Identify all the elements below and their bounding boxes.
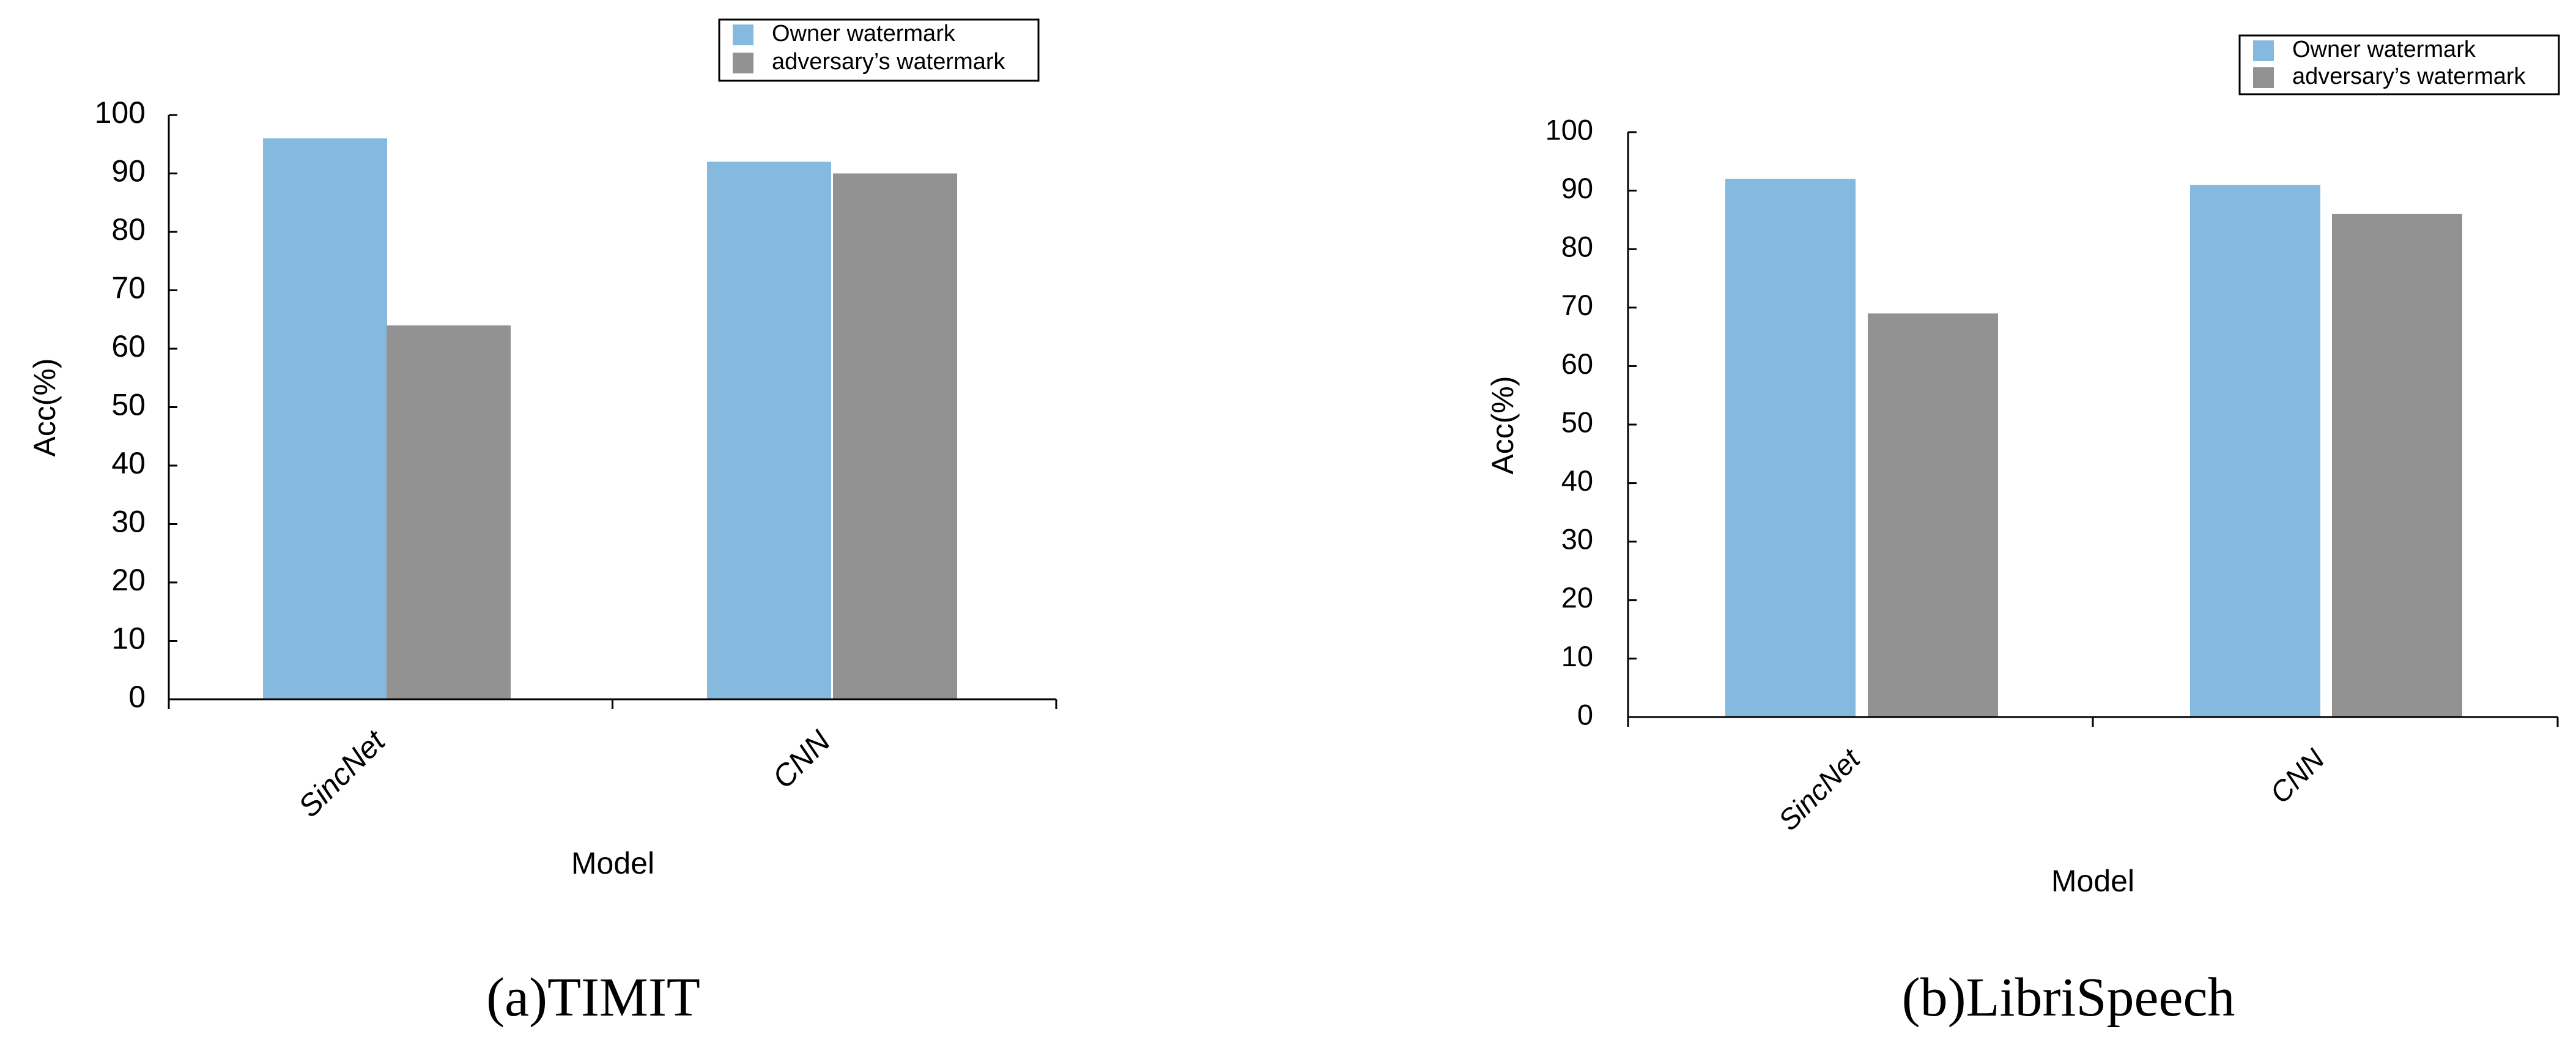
y-tick-label: 40: [1561, 464, 1593, 497]
legend-swatch-owner: [733, 24, 753, 45]
bar-sincnet-adversary: [1868, 313, 1998, 717]
y-tick-label: 100: [1545, 113, 1593, 146]
y-tick-label: 20: [111, 563, 146, 597]
y-axis-label: Acc(%): [28, 358, 62, 456]
x-tick-label-sincnet: SincNet: [292, 723, 393, 824]
y-tick-label: 60: [111, 329, 146, 363]
x-tick-label-sincnet: SincNet: [1772, 741, 1867, 836]
y-tick-label: 10: [1561, 640, 1593, 672]
bar-cnn-owner: [2190, 185, 2320, 717]
x-tick-label-cnn: CNN: [2263, 743, 2331, 810]
bar-sincnet-owner: [1725, 179, 1856, 718]
chart-timit: 0 10 20 30 40 50 60 70 80 90 100 SincNet CNN Acc(%) Mo…: [28, 18, 1057, 1028]
y-tick-label: 40: [111, 446, 146, 480]
y-tick-label: 30: [1561, 523, 1593, 556]
y-tick-label: 10: [111, 622, 146, 656]
bar-cnn-adversary: [2332, 214, 2462, 718]
y-tick-label: 30: [111, 505, 146, 539]
y-tick-label: 0: [128, 680, 146, 714]
legend-label-owner: Owner watermark: [2292, 37, 2476, 62]
legend-label-owner: Owner watermark: [772, 21, 956, 46]
y-tick-label: 90: [1561, 172, 1593, 204]
y-tick-label: 20: [1561, 581, 1593, 614]
legend-swatch-owner: [2253, 40, 2274, 61]
chart-caption: (b)LibriSpeech: [1902, 967, 2235, 1028]
legend-label-adversary: adversary’s watermark: [2292, 64, 2526, 89]
y-tick-label: 50: [1561, 406, 1593, 438]
bar-cnn-adversary: [833, 173, 957, 699]
y-tick-label: 70: [1561, 289, 1593, 321]
y-tick-label: 100: [95, 95, 146, 130]
legend-swatch-adversary: [733, 53, 753, 73]
chart-caption: (a)TIMIT: [486, 967, 700, 1028]
bar-sincnet-adversary: [387, 325, 511, 699]
y-tick-label: 60: [1561, 347, 1593, 380]
y-axis-label: Acc(%): [1486, 376, 1520, 474]
y-tick-label: 80: [111, 212, 146, 247]
x-tick-label-cnn: CNN: [766, 724, 837, 795]
legend-label-adversary: adversary’s watermark: [772, 49, 1006, 75]
y-tick-label: 70: [111, 271, 146, 305]
y-tick-label: 50: [111, 388, 146, 422]
y-tick-label: 80: [1561, 231, 1593, 263]
chart-librispeech: 0 10 20 30 40 50 60 70 80 90 100 SincNet CNN Acc(%) Mo…: [1486, 34, 2560, 1028]
legend: Owner watermark adversary’s watermark: [718, 18, 1040, 82]
legend-box: [718, 18, 1040, 82]
y-tick-label: 0: [1577, 698, 1593, 730]
x-axis-label: Model: [2051, 864, 2134, 898]
legend-box: [2238, 34, 2560, 95]
x-axis-label: Model: [571, 846, 654, 880]
legend-swatch-adversary: [2253, 67, 2274, 88]
bar-cnn-owner: [707, 162, 831, 699]
y-tick-label: 90: [111, 154, 146, 188]
bar-sincnet-owner: [263, 138, 387, 699]
